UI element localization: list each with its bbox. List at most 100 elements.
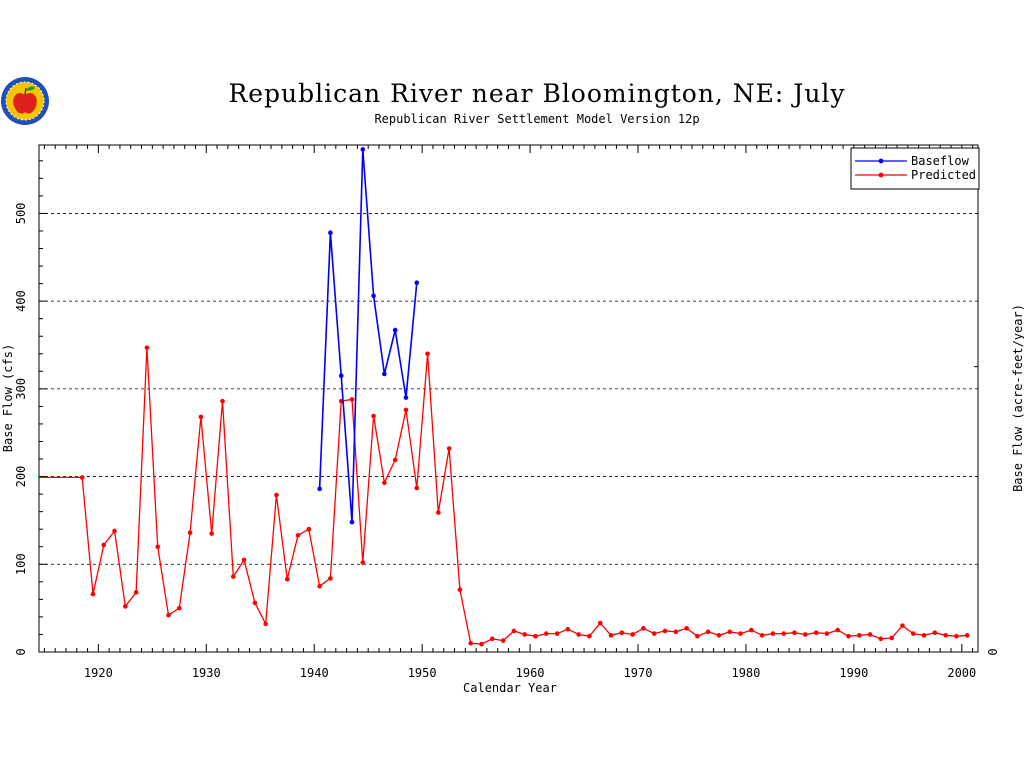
data-point-baseflow	[382, 371, 387, 377]
data-point-predicted	[252, 600, 258, 606]
data-point-predicted	[867, 632, 873, 637]
x-axis-label: Calendar Year	[463, 681, 557, 695]
data-point-predicted	[889, 635, 894, 641]
y-tick-label: 400	[14, 290, 28, 312]
data-point-predicted	[964, 633, 970, 638]
y-axis-label-right: Base Flow (acre-feet/year)	[1011, 304, 1024, 492]
data-point-predicted	[436, 510, 441, 515]
data-point-predicted	[133, 590, 139, 595]
legend-marker-baseflow	[878, 158, 884, 164]
data-point-predicted	[543, 631, 549, 636]
data-point-predicted	[274, 492, 279, 498]
data-point-predicted	[727, 629, 733, 635]
chart-title: Republican River near Bloomington, NE: J…	[228, 79, 845, 108]
x-tick-label: 1940	[300, 666, 329, 680]
data-point-predicted	[738, 631, 743, 636]
data-point-predicted	[932, 630, 938, 636]
data-point-baseflow	[371, 293, 376, 299]
y-tick-label: 0	[14, 648, 28, 655]
data-point-predicted	[954, 633, 959, 639]
data-point-predicted	[856, 633, 862, 638]
data-point-predicted	[101, 542, 107, 548]
apple-logo-icon	[1, 77, 49, 125]
data-point-predicted	[910, 631, 916, 636]
data-point-baseflow	[349, 519, 355, 525]
data-point-predicted	[587, 633, 592, 639]
data-point-predicted	[781, 631, 787, 636]
data-point-predicted	[824, 631, 830, 636]
y-axis-left: 0 100 200 300 400 500	[14, 160, 47, 656]
x-tick-label: 1970	[624, 666, 653, 680]
data-point-predicted	[79, 475, 85, 480]
x-tick-label: 1990	[839, 666, 868, 680]
x-tick-label: 1980	[731, 666, 760, 680]
legend: Baseflow Predicted	[850, 147, 980, 190]
data-point-predicted	[835, 627, 840, 633]
data-point-predicted	[392, 457, 398, 463]
data-point-predicted	[619, 630, 625, 636]
data-point-baseflow	[414, 280, 420, 286]
data-point-predicted	[921, 633, 927, 638]
data-point-baseflow	[338, 373, 344, 378]
data-point-predicted	[155, 544, 161, 550]
plot-frame	[38, 144, 979, 653]
data-point-predicted	[813, 630, 819, 636]
data-point-predicted	[479, 641, 484, 647]
data-point-predicted	[241, 557, 247, 563]
y-tick-label: 100	[14, 553, 28, 575]
data-point-predicted	[166, 612, 171, 618]
data-point-predicted	[403, 407, 409, 413]
x-tick-label: 1960	[516, 666, 545, 680]
data-point-predicted	[522, 632, 527, 637]
data-point-predicted	[220, 398, 225, 404]
data-point-predicted	[446, 446, 452, 451]
data-point-predicted	[328, 576, 333, 581]
data-point-predicted	[284, 576, 290, 582]
data-point-predicted	[198, 414, 204, 420]
data-point-predicted	[608, 633, 614, 638]
legend-label-predicted: Predicted	[911, 168, 976, 182]
series-line-baseflow	[318, 149, 418, 523]
x-axis: 1920 1930 1940 1950 1960 1970 1980 1990 2000	[43, 145, 976, 680]
data-point-predicted	[533, 633, 538, 639]
legend-box	[850, 147, 980, 190]
data-point-predicted	[684, 626, 689, 631]
data-point-predicted	[500, 638, 506, 643]
data-point-predicted	[414, 485, 420, 491]
data-point-predicted	[651, 631, 657, 636]
data-point-predicted	[554, 631, 560, 636]
data-point-predicted	[576, 632, 581, 637]
data-point-predicted	[295, 533, 301, 538]
x-tick-label: 2000	[947, 666, 976, 680]
y-tick-label: 500	[14, 203, 28, 225]
data-point-predicted	[209, 531, 214, 536]
legend-marker-predicted	[878, 172, 884, 178]
data-point-predicted	[662, 628, 668, 634]
data-point-predicted	[705, 629, 711, 635]
data-point-predicted	[382, 480, 387, 486]
data-point-predicted	[716, 633, 722, 638]
y-tick-label: 300	[14, 378, 28, 400]
chart-subtitle: Republican River Settlement Model Versio…	[374, 112, 699, 126]
data-point-predicted	[457, 587, 463, 593]
data-point-predicted	[792, 630, 797, 636]
data-point-baseflow	[328, 230, 333, 236]
data-point-predicted	[187, 530, 193, 536]
data-point-predicted	[490, 636, 495, 642]
legend-label-baseflow: Baseflow	[911, 154, 970, 168]
data-point-predicted	[177, 605, 182, 611]
data-point-predicted	[803, 632, 808, 637]
y-axis-label-left: Base Flow (cfs)	[1, 344, 15, 452]
data-point-predicted	[900, 623, 905, 628]
data-point-predicted	[695, 633, 700, 639]
data-point-predicted	[144, 345, 150, 350]
y-tick-label-right: 0	[986, 648, 1000, 655]
data-point-predicted	[770, 631, 776, 636]
data-point-predicted	[565, 626, 571, 632]
series-line-predicted	[39, 347, 968, 645]
data-point-predicted	[90, 591, 96, 597]
grid-lines	[39, 213, 978, 565]
data-point-predicted	[597, 620, 603, 626]
data-point-predicted	[263, 621, 268, 627]
